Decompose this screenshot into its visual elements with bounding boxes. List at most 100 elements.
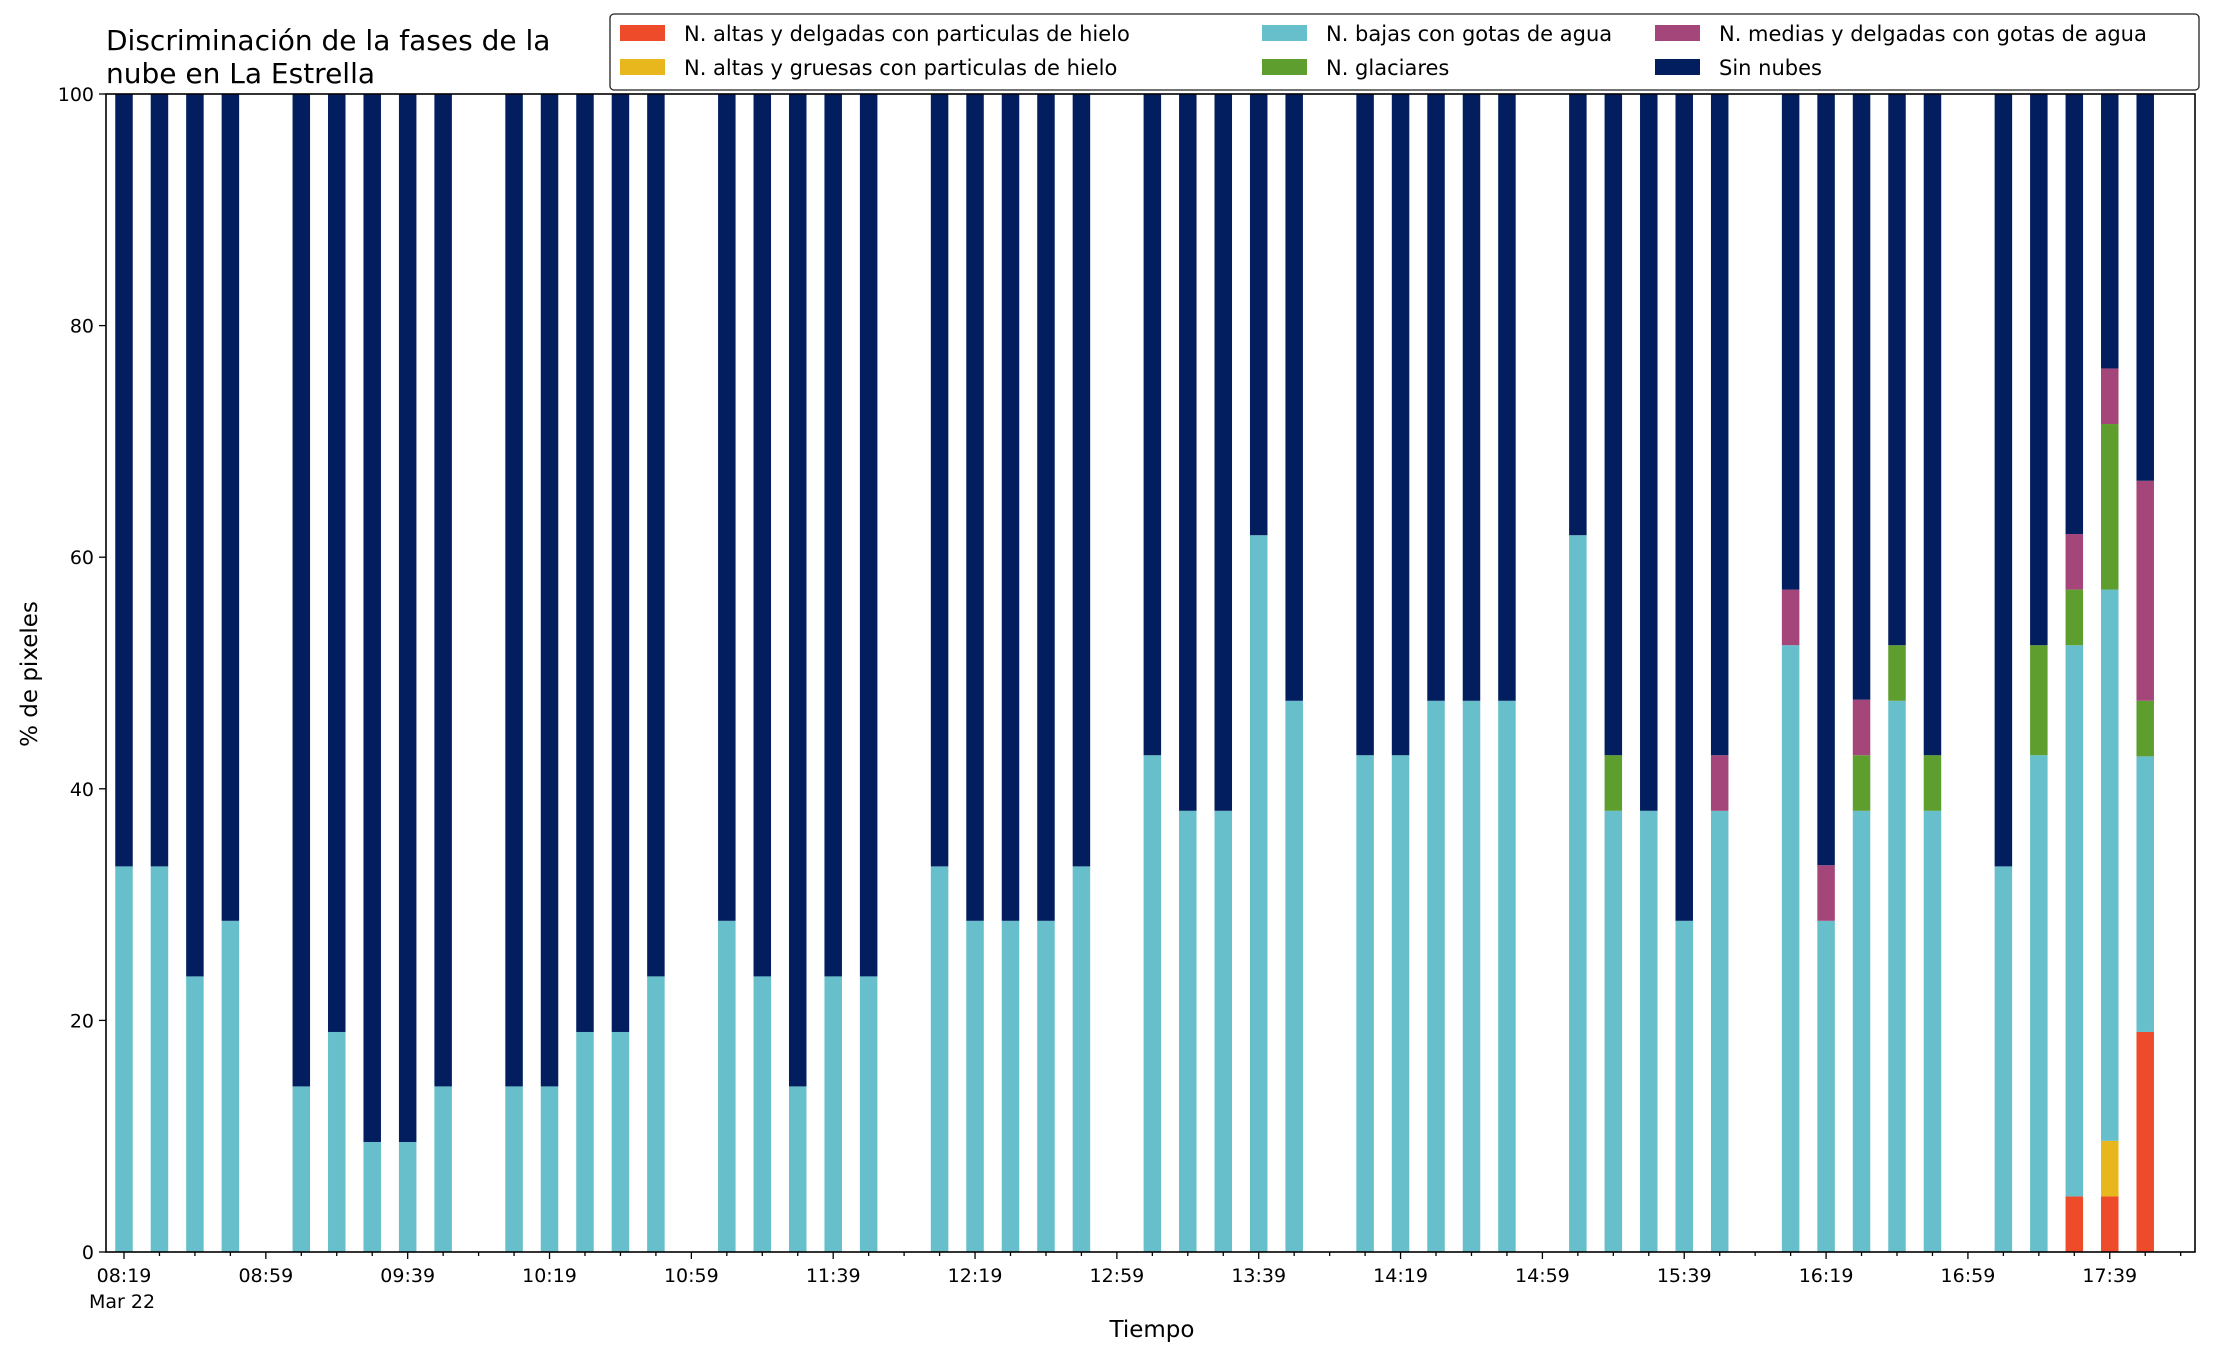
bar-segment [434, 1086, 452, 1252]
y-tick-label: 40 [70, 779, 94, 801]
bar-segment [647, 94, 665, 977]
bar-segment [1817, 94, 1835, 866]
y-tick-label: 0 [82, 1242, 94, 1264]
x-tick-label: 16:59 [1941, 1265, 1996, 1287]
bar-segment [1285, 700, 1303, 1252]
bar-segment [1781, 645, 1800, 1252]
legend-swatch [1262, 59, 1307, 75]
bar-segment [292, 94, 311, 1087]
bar-segment [2101, 1140, 2119, 1197]
chart-title-line-2: nube en La Estrella [106, 57, 375, 90]
bar-segment [1604, 94, 1623, 756]
bar-segment [1781, 94, 1800, 590]
legend: N. altas y delgadas con particulas de hi… [609, 13, 2200, 91]
legend-swatch [1655, 25, 1700, 41]
legend-swatch [620, 59, 665, 75]
bar-segment [2065, 94, 2084, 535]
bar-segment [1391, 94, 1410, 756]
bar-segment [966, 94, 984, 921]
bar-segment [221, 94, 240, 921]
x-tick-label: 08:19 [97, 1265, 152, 1287]
bar-segment [2065, 589, 2084, 646]
bar-segment [1888, 700, 1906, 1252]
x-tick-label: 12:19 [948, 1265, 1003, 1287]
plot-frame [105, 93, 2196, 1253]
bar-segment [1143, 94, 1162, 756]
bar-segment [363, 94, 381, 1142]
bars-layer [115, 94, 2154, 1252]
bar-segment [1356, 755, 1374, 1252]
bar-segment [1498, 700, 1516, 1252]
legend-label: N. altas y delgadas con particulas de hi… [684, 22, 1130, 46]
bar-segment [2065, 534, 2084, 590]
bar-segment [1888, 94, 1906, 646]
bar-segment [1001, 94, 1020, 921]
x-date-label: Mar 22 [89, 1291, 155, 1313]
bar-segment [576, 1031, 594, 1252]
bar-segment [859, 94, 878, 977]
bar-segment [1852, 699, 1871, 756]
bar-segment [788, 1086, 807, 1252]
y-axis-label: % de pixeles [17, 601, 43, 747]
bar-segment [150, 94, 169, 867]
bar-segment [1462, 700, 1481, 1252]
bar-segment [1994, 94, 2013, 867]
x-tick-label: 10:59 [664, 1265, 719, 1287]
bar-segment [505, 1086, 523, 1252]
bar-segment [1427, 700, 1445, 1252]
bar-segment [2030, 755, 2048, 1252]
bar-segment [328, 94, 346, 1032]
legend-label: N. bajas con gotas de agua [1326, 22, 1612, 46]
bar-segment [930, 866, 949, 1252]
bar-segment [1498, 94, 1516, 701]
bar-segment [1604, 755, 1623, 811]
bar-segment [1852, 755, 1871, 811]
legend-swatch [1262, 25, 1307, 41]
x-tick-label: 08:59 [238, 1265, 293, 1287]
legend-frame [609, 13, 2200, 91]
bar-segment [1179, 94, 1197, 811]
bar-segment [788, 94, 807, 1087]
bar-segment [753, 94, 772, 977]
bar-segment [1710, 810, 1729, 1252]
x-tick-label: 14:59 [1515, 1265, 1570, 1287]
y-tick-label: 80 [70, 316, 94, 338]
bar-segment [1852, 94, 1871, 700]
bar-segment [1852, 810, 1871, 1252]
bar-segment [859, 976, 878, 1252]
bar-segment [1994, 866, 2013, 1252]
bar-segment [2136, 700, 2154, 757]
bar-segment [1817, 920, 1835, 1252]
bar-segment [1923, 94, 1942, 756]
bar-segment [2136, 1031, 2154, 1252]
bar-segment [1781, 589, 1800, 646]
x-tick-label: 10:19 [522, 1265, 577, 1287]
bar-segment [1923, 755, 1942, 811]
bar-segment [1072, 866, 1091, 1252]
bar-segment [1817, 865, 1835, 921]
x-tick-label: 12:59 [1089, 1265, 1144, 1287]
x-tick-label: 17:39 [2082, 1265, 2137, 1287]
bar-segment [186, 94, 204, 977]
bar-segment [1179, 810, 1197, 1252]
bar-segment [1710, 755, 1729, 811]
bar-segment [966, 920, 984, 1252]
bar-segment [930, 94, 949, 867]
y-tick-label: 100 [58, 84, 94, 106]
bar-segment [824, 976, 842, 1252]
bar-segment [150, 866, 169, 1252]
bar-segment [2030, 645, 2048, 756]
bar-segment [1923, 810, 1942, 1252]
bar-segment [1569, 94, 1587, 536]
bar-segment [363, 1141, 381, 1252]
bar-segment [753, 976, 772, 1252]
bar-segment [1285, 94, 1303, 701]
bar-segment [540, 1086, 559, 1252]
x-tick-label: 11:39 [806, 1265, 861, 1287]
bar-segment [2101, 368, 2119, 425]
y-tick-label: 20 [70, 1010, 94, 1032]
bar-segment [1037, 94, 1055, 921]
bar-segment [2101, 1196, 2119, 1252]
y-tick-label: 60 [70, 547, 94, 569]
bar-segment [398, 1141, 417, 1252]
